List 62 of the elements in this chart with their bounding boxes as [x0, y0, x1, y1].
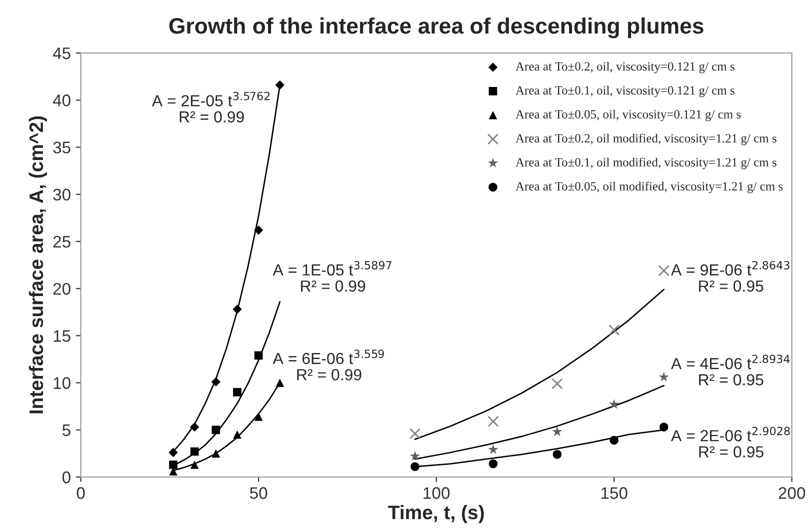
point — [552, 378, 563, 390]
legend-label: Area at To±0.1, oil, viscosity=0.121 g/ cm s — [516, 86, 734, 98]
x-tick-label: 100 — [424, 487, 450, 499]
point — [659, 422, 668, 432]
legend-label: Area at To±0.05, oil, viscosity=0.121 g/ cm s — [516, 110, 741, 122]
y-tick-label: 35 — [53, 142, 70, 154]
point — [190, 460, 199, 469]
legend-label: Area at To±0.1, oil modified, viscosity=1.21 g/ cm s — [516, 158, 776, 170]
y-tick-label: 5 — [62, 424, 70, 436]
point — [254, 226, 264, 235]
chart-title: Growth of the interface area of descending plumes — [169, 17, 704, 38]
point — [211, 377, 221, 386]
annotation: A = 4E-06 t$^{2.8934}$ R² = 0.95 — [670, 354, 790, 386]
point — [610, 436, 618, 445]
point — [488, 416, 499, 428]
y-tick-label: 10 — [54, 377, 70, 389]
point — [552, 426, 562, 436]
line-series — [414, 288, 665, 440]
x-tick-label: 0 — [76, 487, 85, 499]
x-axis-title: Time, t, (s) — [388, 505, 484, 524]
annotation: A = 2E-06 t$^{2.9028}$ R² = 0.95 — [670, 426, 790, 458]
point — [488, 459, 498, 468]
point — [254, 351, 263, 360]
annotation: A = 9E-06 t$^{2.8643}$ R² = 0.95 — [670, 260, 790, 292]
y-tick-label: 20 — [53, 282, 70, 295]
point — [608, 324, 620, 336]
point — [232, 304, 242, 314]
point — [275, 80, 284, 90]
point — [552, 450, 562, 459]
point — [212, 449, 220, 458]
point — [233, 430, 242, 439]
point — [168, 448, 178, 458]
point — [190, 447, 199, 456]
x-tick-label: 150 — [601, 487, 628, 499]
y-axis-title: Interface surface area, A, (cm^2) — [28, 116, 47, 414]
point — [410, 462, 420, 472]
point — [212, 426, 220, 434]
legend-label: Area at To±0.05, oil modified, viscosity=1.21 g/ cm s — [516, 182, 783, 194]
x-tick-label: 200 — [778, 487, 806, 499]
y-tick-label: 25 — [53, 236, 70, 248]
annotation: A = 2E-05 t$^{3.5762}$ R² = 0.99 — [152, 92, 270, 123]
point — [409, 428, 421, 440]
point — [254, 412, 263, 421]
x-tick-label: 50 — [250, 487, 268, 499]
point — [276, 378, 284, 387]
annotation: A = 6E-06 t$^{3.559}$ R² = 0.99 — [272, 350, 384, 380]
point — [410, 450, 420, 461]
point — [608, 399, 620, 409]
legend-label: Area at To±0.2, oil modified, viscosity=1.21 g/ cm s — [516, 134, 776, 146]
y-tick-label: 15 — [54, 330, 70, 342]
y-tick-label: 30 — [53, 188, 70, 201]
point — [658, 372, 669, 382]
legend-label: Area at To±0.2, oil, viscosity=0.121 g/ cm s — [516, 62, 734, 74]
y-tick-label: 45 — [52, 48, 70, 60]
annotation: A = 1E-05 t$^{3.5897}$ R² = 0.99 — [272, 260, 392, 292]
point — [190, 422, 200, 432]
y-tick-label: 40 — [52, 94, 70, 106]
point — [658, 265, 670, 276]
point — [488, 444, 498, 454]
point — [233, 388, 242, 396]
y-tick-label: 0 — [62, 471, 70, 484]
point — [169, 460, 178, 469]
